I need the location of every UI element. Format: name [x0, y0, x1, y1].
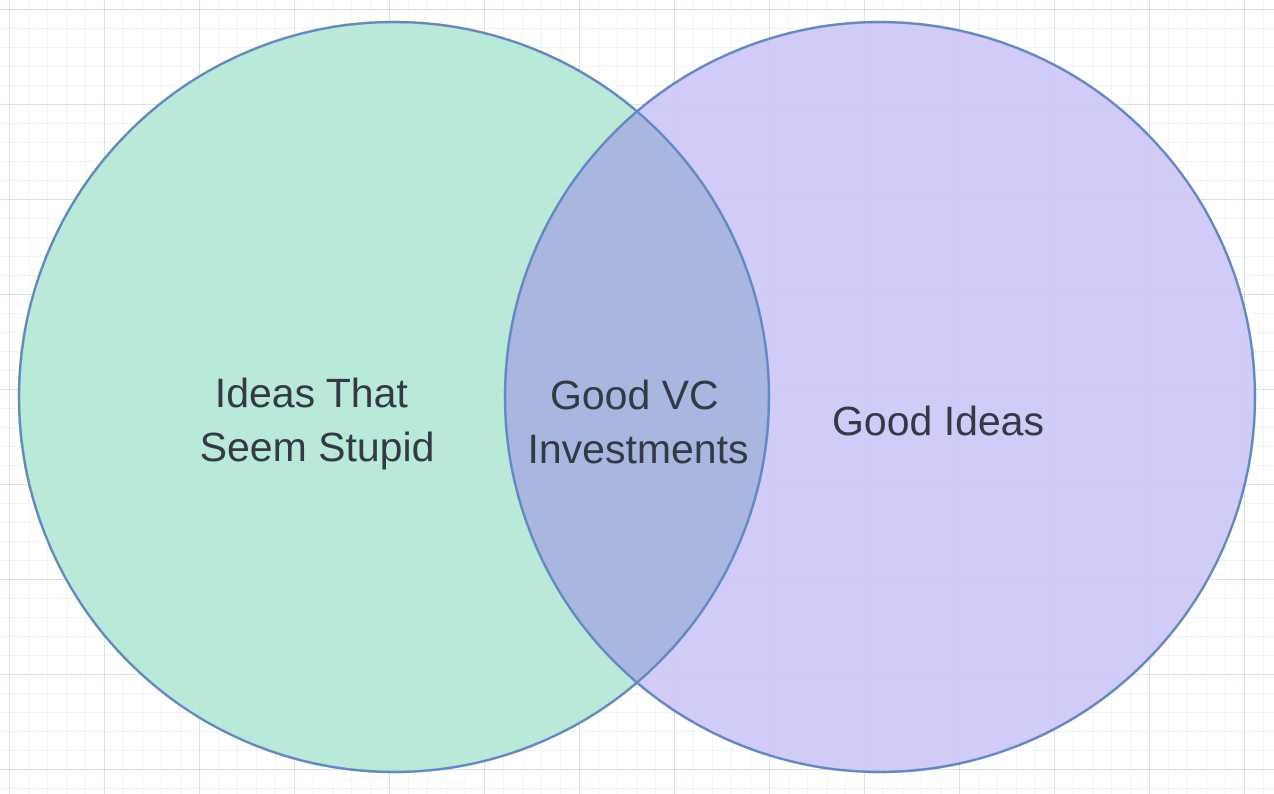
right-set-label: Good Ideas	[832, 398, 1044, 444]
left-set-label-line-2: Seem Stupid	[200, 424, 435, 470]
intersection-label-line-1: Good VC	[550, 372, 719, 418]
intersection-region	[505, 22, 769, 772]
left-set-label-line-1: Ideas That	[215, 370, 409, 416]
right-set-outline	[503, 20, 1257, 774]
left-set-outline	[17, 20, 771, 774]
left-set-label: Ideas That Seem Stupid	[200, 370, 435, 470]
intersection-label: Good VC Investments	[527, 372, 748, 472]
right-set-label-line-1: Good Ideas	[832, 398, 1044, 444]
intersection-label-line-2: Investments	[527, 426, 748, 472]
